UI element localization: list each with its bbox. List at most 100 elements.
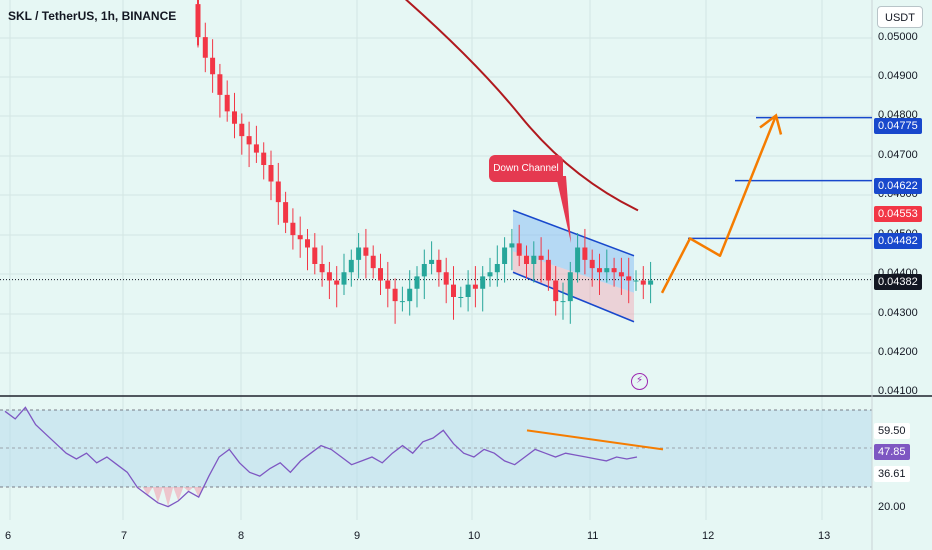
- candle-body: [312, 247, 318, 264]
- time-tick: 13: [818, 530, 831, 542]
- price-tag-ma: 0.04553: [874, 206, 922, 222]
- time-tick: 9: [354, 530, 361, 542]
- candle-body: [421, 264, 427, 277]
- price-tag-last: 0.04382: [874, 274, 922, 290]
- candle-body: [334, 280, 340, 285]
- projection-arrow-head: [759, 113, 783, 135]
- down-channel-fill: [513, 210, 634, 293]
- candle-body: [246, 136, 252, 145]
- candle-body: [472, 284, 478, 289]
- candle-body: [399, 301, 405, 303]
- candle-body: [232, 111, 237, 124]
- candle-body: [261, 152, 267, 165]
- down-channel-callout: Down Channel: [489, 155, 563, 182]
- candle-body: [356, 247, 362, 260]
- rsi-tick: 20.00: [878, 501, 906, 513]
- candle-body: [436, 259, 442, 273]
- rsi-tag-upper: 59.50: [874, 423, 910, 439]
- rsi-tag-lower: 36.61: [874, 466, 910, 482]
- time-tick: 8: [238, 530, 245, 542]
- moving-average-line: [404, 0, 639, 212]
- candle-body: [611, 268, 617, 273]
- lightning-bolt-icon[interactable]: ⚡: [631, 373, 648, 390]
- currency-button[interactable]: USDT: [877, 6, 923, 28]
- candle-body: [480, 276, 486, 289]
- candle-body: [538, 255, 544, 260]
- candle-body: [465, 284, 471, 297]
- time-tick: 6: [5, 530, 12, 542]
- down-channel-fill-lower: [513, 251, 634, 322]
- price-tick: 0.04300: [878, 307, 918, 319]
- price-tick: 0.04900: [878, 70, 918, 82]
- candle-body: [502, 247, 508, 264]
- candle-body: [253, 144, 259, 153]
- candle-body: [531, 255, 537, 264]
- candle-body: [458, 297, 464, 298]
- candle-body: [210, 57, 216, 75]
- candle-body: [633, 280, 639, 282]
- candle-body: [589, 259, 595, 269]
- candle-body: [217, 74, 223, 95]
- callout-pointer: [556, 176, 571, 243]
- candle-body: [494, 264, 500, 273]
- time-tick: 12: [702, 530, 715, 542]
- down-channel-lower-line: [512, 271, 635, 323]
- time-tick: 7: [121, 530, 128, 542]
- candle-body: [275, 181, 281, 203]
- candle-body: [451, 284, 456, 297]
- candle-body: [378, 268, 383, 281]
- candle-body: [239, 123, 245, 137]
- candle-body: [297, 235, 303, 240]
- candle-body: [326, 272, 332, 281]
- candle-body: [648, 280, 654, 285]
- candle-body: [392, 288, 398, 302]
- rsi-trendline: [526, 429, 664, 451]
- candle-body: [604, 268, 610, 273]
- candle-body: [487, 272, 493, 277]
- candle-body: [414, 276, 420, 289]
- candle-body: [429, 259, 435, 264]
- price-tag-level: 0.04622: [874, 178, 922, 194]
- candle-body: [597, 268, 602, 273]
- candle-body: [567, 272, 573, 302]
- rsi-tag-value: 47.85: [874, 444, 910, 460]
- candle-body: [363, 247, 369, 256]
- candle-body: [553, 280, 559, 302]
- candle-body: [626, 276, 632, 281]
- candle-body: [524, 255, 529, 264]
- rsi-oversold-fill: [132, 487, 204, 507]
- candlesticks: [195, 0, 654, 324]
- time-tick: 10: [468, 530, 481, 542]
- time-tick: 11: [587, 530, 599, 542]
- price-tag-target: 0.04775: [874, 118, 922, 134]
- candle-body: [385, 280, 391, 289]
- horizontal-levels: [688, 116, 872, 240]
- price-tick: 0.04200: [878, 346, 918, 358]
- candle-body: [509, 243, 515, 248]
- candle-body: [443, 272, 449, 285]
- candle-body: [290, 222, 296, 236]
- price-tick: 0.04100: [878, 385, 918, 397]
- candle-body: [618, 272, 624, 277]
- price-tick: 0.05000: [878, 31, 918, 43]
- candle-body: [319, 264, 325, 273]
- candle-body: [575, 247, 581, 273]
- candle-body: [283, 202, 289, 223]
- price-tick: 0.04700: [878, 149, 918, 161]
- candle-body: [268, 165, 274, 182]
- rsi-band: [0, 410, 872, 487]
- rsi-line: [4, 406, 638, 508]
- candle-body: [545, 259, 551, 281]
- projection-arrow-line: [660, 115, 778, 294]
- candle-body: [407, 288, 413, 302]
- chart-title: SKL / TetherUS, 1h, BINANCE: [8, 9, 177, 23]
- candle-body: [341, 272, 347, 285]
- candle-body: [516, 243, 522, 256]
- candle-body: [582, 247, 588, 260]
- candle-body: [640, 280, 646, 285]
- candle-body: [560, 301, 566, 303]
- candle-body: [202, 37, 208, 58]
- price-tag-level: 0.04482: [874, 233, 922, 249]
- down-channel-upper-line: [512, 209, 635, 257]
